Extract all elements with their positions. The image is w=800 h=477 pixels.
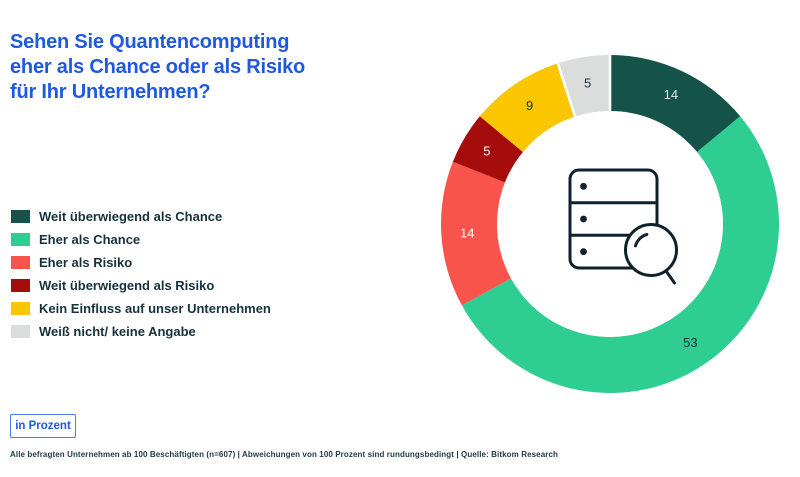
title-line-3: für Ihr Unternehmen?: [10, 81, 211, 103]
magnifier-lens: [624, 223, 678, 277]
title-line-2: eher als Chance oder als Risiko: [10, 56, 306, 78]
legend-swatch: [11, 256, 30, 269]
donut-value-label: 53: [683, 335, 697, 350]
magnifier-shine: [634, 233, 649, 248]
legend-item-chance: Eher als Chance: [11, 228, 271, 251]
donut-segment-1: [461, 116, 779, 393]
server-body: [568, 168, 659, 270]
legend-label: Weiß nicht/ keine Angabe: [39, 324, 196, 339]
legend-label: Eher als Chance: [39, 232, 141, 247]
legend-label: Weit überwiegend als Risiko: [39, 278, 215, 293]
legend-swatch: [11, 279, 30, 292]
donut-chart: 14 53 14 5 9 5: [441, 53, 779, 393]
page-title: Sehen Sie Quantencomputing eher als Chan…: [10, 30, 310, 105]
donut-segment-2: [441, 161, 511, 306]
legend-item-chance-strong: Weit überwiegend als Chance: [11, 205, 271, 228]
legend-item-risiko: Eher als Risiko: [11, 251, 271, 274]
legend-swatch: [11, 302, 30, 315]
legend-item-kein-einfluss: Kein Einfluss auf unser Unternehmen: [11, 297, 271, 320]
legend-label: Weit überwiegend als Chance: [39, 209, 223, 224]
server-led-3: [580, 248, 587, 256]
legend-item-risiko-strong: Weit überwiegend als Risiko: [11, 274, 271, 297]
percent-toggle-button[interactable]: in Prozent: [10, 414, 76, 438]
donut-value-label: 14: [460, 225, 474, 240]
donut-segment-4: [479, 63, 576, 152]
donut-value-label: 9: [526, 98, 533, 113]
donut-segment-0: [610, 55, 741, 152]
legend-label: Eher als Risiko: [39, 255, 133, 270]
segment-separator: [556, 61, 577, 119]
legend-swatch: [11, 210, 30, 223]
legend-item-weiss-nicht: Weiß nicht/ keine Angabe: [11, 320, 271, 343]
legend: Weit überwiegend als Chance Eher als Cha…: [11, 205, 271, 343]
magnifier-handle: [664, 269, 676, 285]
server-led-1: [580, 182, 587, 190]
legend-label: Kein Einfluss auf unser Unternehmen: [39, 301, 271, 316]
donut-segment-3: [452, 116, 523, 183]
donut-value-label: 14: [664, 87, 678, 102]
server-led-2: [580, 215, 587, 223]
legend-swatch: [11, 233, 30, 246]
legend-swatch: [11, 325, 30, 338]
database-search-icon: [568, 168, 678, 285]
donut-value-label: 5: [483, 144, 490, 159]
donut-segments: 14 53 14 5 9 5: [441, 53, 779, 393]
footnote: Alle befragten Unternehmen ab 100 Beschä…: [10, 450, 559, 459]
donut-value-label: 5: [584, 75, 591, 90]
title-line-1: Sehen Sie Quantencomputing: [10, 31, 290, 53]
